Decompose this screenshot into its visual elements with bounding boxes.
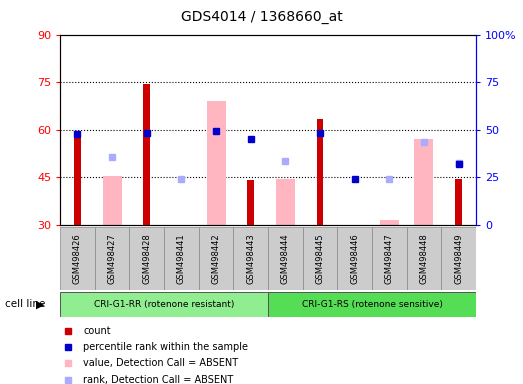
Text: GSM498442: GSM498442 — [212, 233, 221, 283]
Bar — [247, 180, 254, 225]
Bar — [316, 119, 323, 225]
Bar — [207, 101, 225, 225]
Bar — [233, 227, 268, 290]
Bar — [372, 227, 407, 290]
Bar — [143, 84, 150, 225]
Bar — [441, 227, 476, 290]
Text: CRI-G1-RS (rotenone sensitive): CRI-G1-RS (rotenone sensitive) — [302, 300, 442, 309]
Bar — [129, 227, 164, 290]
Text: GSM498449: GSM498449 — [454, 233, 463, 283]
Text: GSM498443: GSM498443 — [246, 233, 255, 284]
Bar — [337, 227, 372, 290]
Text: rank, Detection Call = ABSENT: rank, Detection Call = ABSENT — [83, 374, 233, 384]
Text: CRI-G1-RR (rotenone resistant): CRI-G1-RR (rotenone resistant) — [94, 300, 234, 309]
Bar — [268, 227, 303, 290]
Bar — [380, 220, 399, 225]
Text: cell line: cell line — [5, 299, 46, 310]
Bar — [199, 227, 233, 290]
Text: GSM498445: GSM498445 — [315, 233, 324, 283]
Text: GSM498446: GSM498446 — [350, 233, 359, 284]
Bar — [268, 292, 476, 317]
Bar — [164, 227, 199, 290]
Text: count: count — [83, 326, 111, 336]
Bar — [276, 179, 295, 225]
Text: GSM498448: GSM498448 — [419, 233, 428, 284]
Bar — [74, 131, 81, 225]
Bar — [303, 227, 337, 290]
Text: GSM498447: GSM498447 — [385, 233, 394, 284]
Text: GSM498426: GSM498426 — [73, 233, 82, 284]
Bar — [407, 227, 441, 290]
Bar — [455, 179, 462, 225]
Bar — [414, 139, 434, 225]
Text: percentile rank within the sample: percentile rank within the sample — [83, 343, 248, 353]
Text: GSM498444: GSM498444 — [281, 233, 290, 283]
Bar — [95, 227, 129, 290]
Bar — [60, 292, 268, 317]
Text: GSM498427: GSM498427 — [108, 233, 117, 284]
Bar — [60, 227, 95, 290]
Text: GSM498428: GSM498428 — [142, 233, 151, 284]
Text: value, Detection Call = ABSENT: value, Detection Call = ABSENT — [83, 359, 238, 369]
Text: GSM498441: GSM498441 — [177, 233, 186, 283]
Text: GDS4014 / 1368660_at: GDS4014 / 1368660_at — [180, 10, 343, 23]
Bar — [103, 175, 122, 225]
Text: ▶: ▶ — [36, 299, 44, 310]
